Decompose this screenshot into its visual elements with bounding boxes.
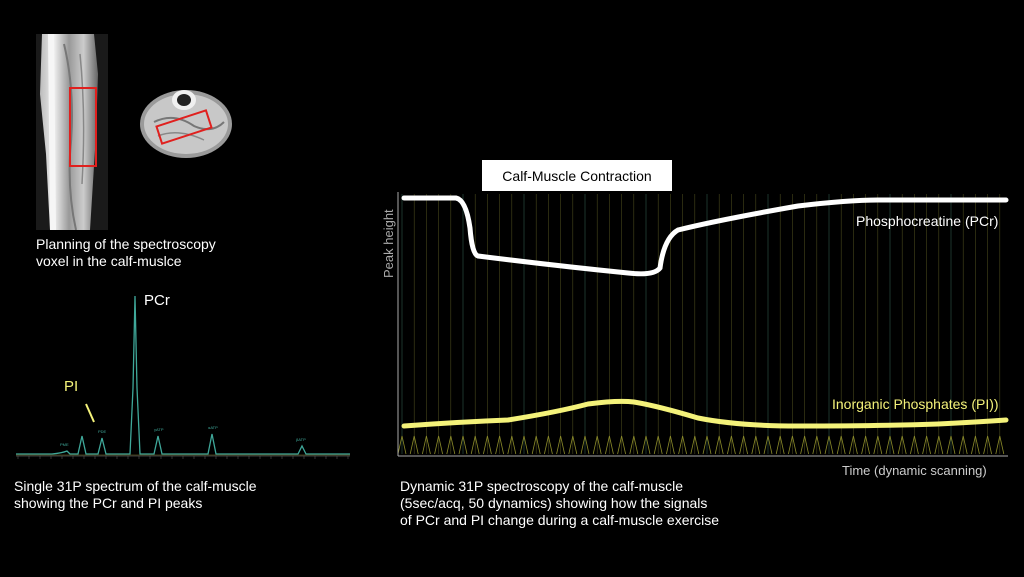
- svg-text:αATP: αATP: [208, 425, 218, 430]
- spectrum-caption: Single 31P spectrum of the calf-muscle s…: [14, 478, 257, 512]
- spectrum-pi-label: PI: [64, 378, 79, 395]
- mri-axial-image: [140, 90, 232, 158]
- spectrum-caption-line-1: Single 31P spectrum of the calf-muscle: [14, 478, 257, 494]
- dyn-y-axis-label: Peak height: [381, 209, 396, 278]
- svg-text:PME: PME: [60, 442, 69, 447]
- pcr-time-curve: [401, 195, 1009, 277]
- dyn-x-axis-label: Time (dynamic scanning): [842, 463, 987, 478]
- spectrum-caption-line-2: showing the PCr and PI peaks: [14, 495, 203, 511]
- spectrum-axis-ticks: [17, 456, 349, 459]
- dynamic-spectra-background: [397, 194, 1005, 455]
- calf-muscle-contraction-label: Calf-Muscle Contraction: [482, 160, 672, 191]
- mri-caption-line-1: Planning of the spectroscopy: [36, 236, 216, 252]
- svg-text:βATP: βATP: [296, 437, 306, 442]
- spectrum-pcr-label: PCr: [144, 292, 170, 309]
- pi-pointer-line: [85, 403, 95, 423]
- pcr-series-label: Phosphocreatine (PCr): [856, 213, 999, 229]
- mri-sagittal-image: [36, 34, 108, 230]
- mri-caption-line-2: voxel in the calf-muslce: [36, 253, 182, 269]
- svg-text:γATP: γATP: [154, 427, 164, 432]
- dynamic-caption-line-2: (5sec/acq, 50 dynamics) showing how the …: [400, 495, 708, 511]
- mri-caption: Planning of the spectroscopy voxel in th…: [36, 236, 216, 270]
- dynamic-caption-line-1: Dynamic 31P spectroscopy of the calf-mus…: [400, 478, 683, 494]
- pi-time-curve: [401, 398, 1009, 429]
- dynamic-caption-line-3: of PCr and PI change during a calf-muscl…: [400, 512, 720, 528]
- svg-text:PDE: PDE: [98, 429, 107, 434]
- dynamic-spectroscopy-plot: [397, 192, 1009, 457]
- voxel-box-axial: [155, 109, 213, 145]
- voxel-box-sagittal: [69, 87, 97, 167]
- pi-series-label: Inorganic Phosphates (PI)): [832, 396, 999, 412]
- dynamic-caption: Dynamic 31P spectroscopy of the calf-mus…: [400, 478, 719, 529]
- single-spectrum-plot: PME PDE γATP αATP βATP: [16, 295, 350, 459]
- spectrum-trace: [16, 295, 350, 455]
